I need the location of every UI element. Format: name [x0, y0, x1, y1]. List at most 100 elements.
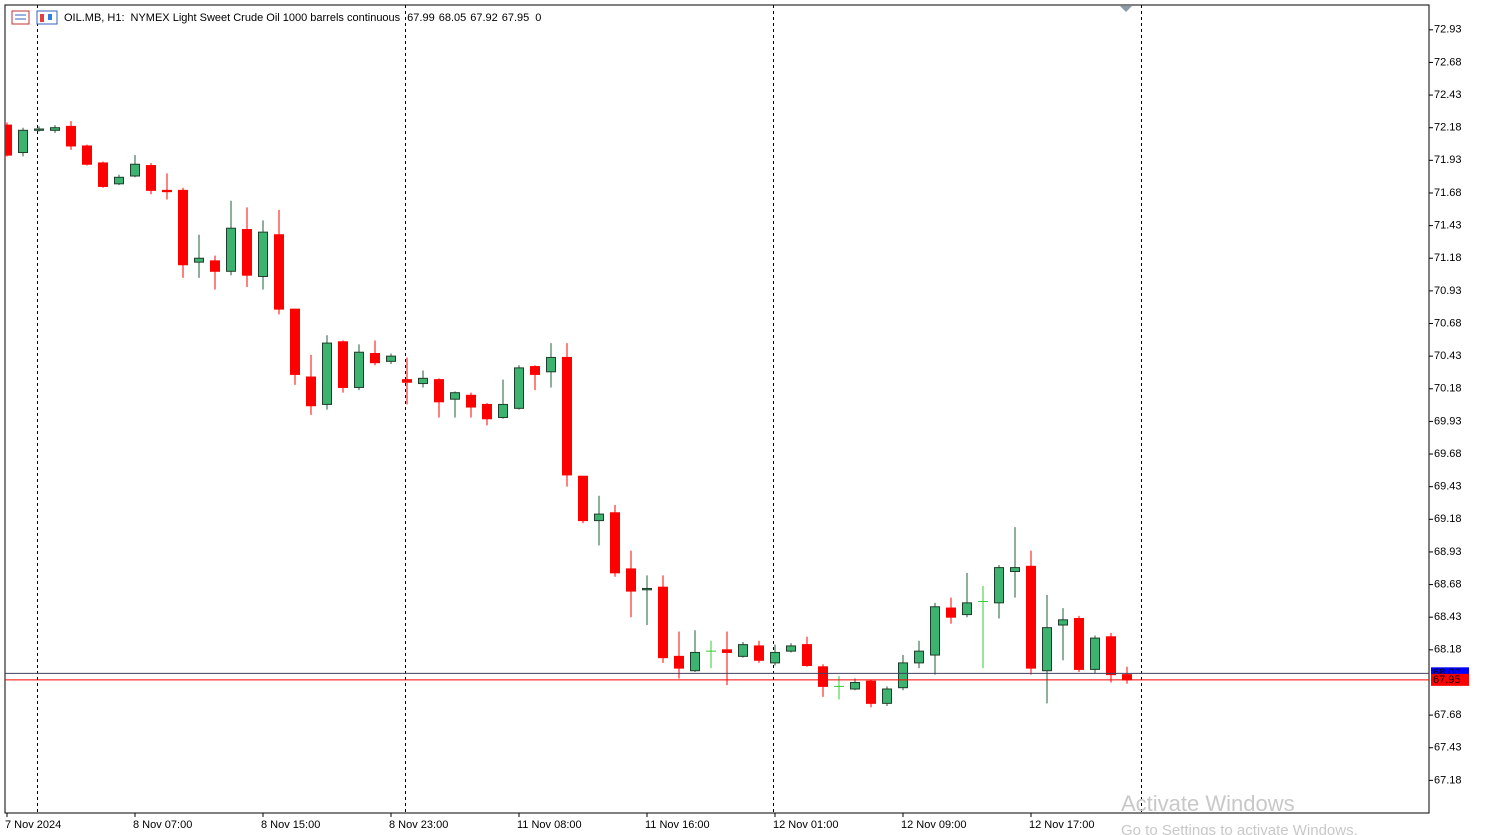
low: 67.92 [470, 12, 498, 24]
body [386, 355, 396, 362]
body [34, 128, 44, 131]
y-tick-label: 68.93 [1434, 546, 1462, 558]
bid-label: 67.95 [1433, 674, 1461, 686]
body [690, 651, 700, 672]
body [370, 353, 380, 364]
body [114, 176, 124, 185]
bid-label-box [1431, 673, 1469, 686]
body [226, 227, 236, 272]
body [594, 513, 604, 522]
y-tick-label: 69.43 [1434, 481, 1462, 493]
x-tick-label: 12 Nov 09:00 [901, 819, 966, 831]
body [514, 367, 524, 409]
body [1122, 674, 1132, 681]
body [290, 308, 300, 375]
body [306, 376, 316, 407]
body [146, 165, 156, 191]
body [1010, 567, 1020, 573]
y-tick-label: 67.43 [1434, 742, 1462, 754]
x-tick-label: 8 Nov 23:00 [389, 819, 448, 831]
y-tick-label: 69.18 [1434, 513, 1462, 525]
icon [48, 14, 52, 20]
shift-marker [1120, 6, 1132, 12]
body [722, 649, 732, 653]
watermark-title: Activate Windows [1121, 791, 1295, 816]
body [882, 688, 892, 704]
body [738, 644, 748, 657]
x-tick-label: 11 Nov 16:00 [645, 819, 710, 831]
body [418, 377, 428, 385]
body [930, 606, 940, 656]
y-tick-label: 70.18 [1434, 383, 1462, 395]
body [50, 127, 60, 131]
y-tick-label: 71.18 [1434, 252, 1462, 264]
symbol: OIL.MB, H1: [64, 12, 125, 24]
body [898, 662, 908, 689]
body [866, 680, 876, 704]
body [802, 644, 812, 666]
extra: 0 [535, 12, 541, 24]
y-tick-label: 71.68 [1434, 187, 1462, 199]
body [642, 587, 652, 591]
body [914, 650, 924, 664]
body [1074, 618, 1084, 670]
body [402, 379, 412, 383]
y-tick-label: 69.93 [1434, 415, 1462, 427]
body [546, 356, 556, 373]
body [754, 645, 764, 661]
open: 67.99 [407, 12, 435, 24]
body [1106, 636, 1116, 676]
x-tick-label: 11 Nov 08:00 [517, 819, 582, 831]
plot-frame [4, 4, 1430, 814]
y-tick-label: 68.68 [1434, 578, 1462, 590]
high: 68.05 [439, 12, 467, 24]
body [98, 162, 108, 187]
x-tick-label: 8 Nov 07:00 [133, 819, 192, 831]
body [1026, 565, 1036, 669]
x-tick-label: 8 Nov 15:00 [261, 819, 320, 831]
body [482, 403, 492, 420]
y-tick-label: 67.68 [1434, 709, 1462, 721]
y-tick-label: 68.43 [1434, 611, 1462, 623]
y-tick-label: 71.43 [1434, 220, 1462, 232]
y-tick-label: 69.68 [1434, 448, 1462, 460]
body [610, 512, 620, 574]
header-text: OIL.MB, H1: NYMEX Light Sweet Crude Oil 1… [64, 12, 541, 24]
body [786, 645, 796, 652]
y-tick-label: 67.18 [1434, 774, 1462, 786]
body [5, 124, 12, 156]
body [210, 260, 220, 272]
body [354, 351, 364, 388]
body [450, 392, 460, 400]
y-tick-label: 72.68 [1434, 56, 1462, 68]
x-tick-label: 12 Nov 17:00 [1029, 819, 1094, 831]
body [530, 366, 540, 375]
body [322, 342, 332, 405]
body [130, 163, 140, 177]
x-tick-label: 12 Nov 01:00 [773, 819, 838, 831]
body [498, 403, 508, 418]
body [194, 257, 204, 263]
body [562, 356, 572, 476]
description: NYMEX Light Sweet Crude Oil 1000 barrels… [131, 12, 401, 24]
body [274, 234, 284, 310]
y-tick-label: 72.93 [1434, 24, 1462, 36]
body [434, 379, 444, 403]
body [1090, 637, 1100, 670]
body [674, 655, 684, 669]
body [466, 394, 476, 408]
y-tick-label: 72.43 [1434, 89, 1462, 101]
icon [11, 10, 30, 25]
watermark-subtitle: Go to Settings to activate Windows. [1121, 822, 1358, 835]
body [82, 145, 92, 165]
body [338, 341, 348, 388]
body [258, 231, 268, 278]
body [66, 125, 76, 147]
y-tick-label: 71.93 [1434, 154, 1462, 166]
body [658, 586, 668, 659]
body [578, 475, 588, 522]
body [818, 666, 828, 687]
body [162, 189, 172, 193]
body [178, 189, 188, 266]
y-tick-label: 70.68 [1434, 317, 1462, 329]
